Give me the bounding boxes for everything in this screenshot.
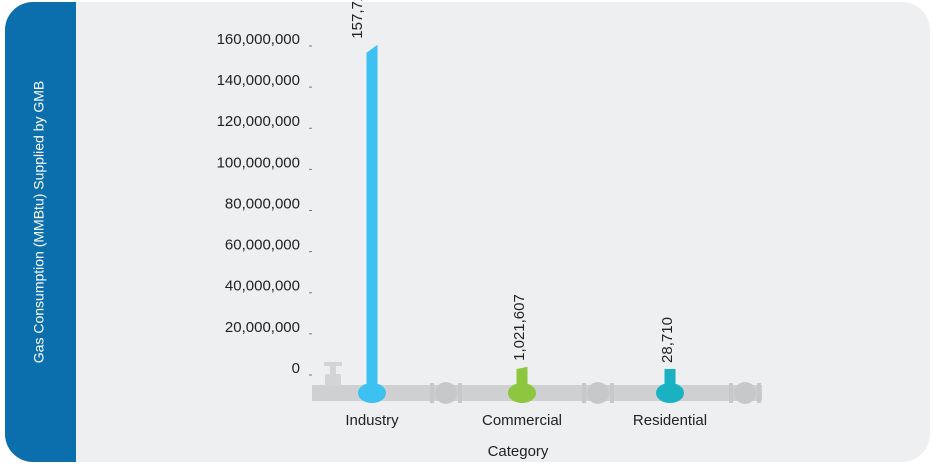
y-tick-label: 120,000,000 [217, 113, 300, 130]
bar [516, 366, 528, 385]
bar [664, 368, 676, 385]
x-axis-title: Category [488, 443, 549, 460]
y-tick-label: 140,000,000 [217, 72, 300, 89]
y-tick-label: 100,000,000 [217, 154, 300, 171]
y-tick-label: 80,000,000 [225, 195, 300, 212]
pipe-fitting [358, 383, 386, 403]
valve-icon [324, 362, 342, 386]
pipe-joints [430, 382, 761, 404]
side-panel [5, 2, 76, 462]
pipe-fitting [508, 383, 536, 403]
value-label: 1,021,607 [511, 294, 528, 361]
x-tick-label: Commercial [482, 412, 562, 429]
y-tick-label: 20,000,000 [225, 319, 300, 336]
card [5, 2, 930, 462]
y-axis-title: Gas Consumption (MMBtu) Supplied by GMB [31, 81, 47, 363]
value-label: 28,710 [659, 317, 676, 363]
value-label: 157,720,218 [349, 0, 366, 39]
y-tick-label: 40,000,000 [225, 278, 300, 295]
y-tick-label: 0 [292, 360, 300, 377]
y-tick-label: 160,000,000 [217, 31, 300, 48]
bar [366, 44, 378, 385]
y-tick-label: 60,000,000 [225, 237, 300, 254]
pipe [312, 385, 762, 401]
x-tick-label: Industry [345, 412, 399, 429]
x-tick-label: Residential [633, 412, 707, 429]
pipe-fitting [656, 383, 684, 403]
